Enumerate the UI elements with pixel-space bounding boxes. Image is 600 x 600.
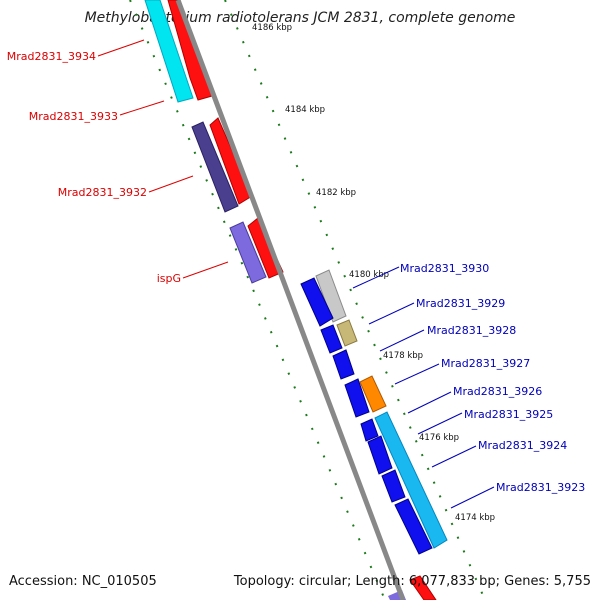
leader-line-3925: [417, 412, 463, 435]
gene-label-mrad2831-3928[interactable]: Mrad2831_3928: [427, 324, 516, 337]
kbp-label-4174: 4174 kbp: [455, 513, 495, 523]
leader-line-3928: [379, 329, 425, 352]
leader-line-3926: [407, 391, 452, 414]
gene-mrad2831-3930-blue[interactable]: [300, 277, 334, 327]
gene-mrad2831-3933[interactable]: [191, 121, 239, 213]
gene-mrad2831-3923-b[interactable]: [394, 498, 433, 555]
genome-info-text: Topology: circular; Length: 6,077,833 bp…: [233, 574, 591, 589]
leader-line-3927: [394, 363, 440, 385]
genome-backbone: [175, 0, 406, 600]
gene-mrad2831-3924-cyan[interactable]: [374, 411, 448, 549]
gene-label-ispg[interactable]: ispG: [157, 272, 181, 285]
gene-ispg-violet[interactable]: [229, 221, 267, 284]
gene-label-mrad2831-3929[interactable]: Mrad2831_3929: [416, 297, 505, 310]
leader-line-3932: [148, 175, 194, 193]
accession-text: Accession: NC_010505: [9, 574, 157, 589]
gene-label-mrad2831-3930[interactable]: Mrad2831_3930: [400, 262, 489, 275]
gene-mrad2831-3923-a[interactable]: [381, 469, 406, 503]
gene-label-mrad2831-3926[interactable]: Mrad2831_3926: [453, 385, 542, 398]
gene-mrad2831-3928[interactable]: [336, 319, 358, 347]
genome-title: Methylobacterium radiotolerans JCM 2831,…: [84, 10, 516, 26]
gene-label-mrad2831-3934[interactable]: Mrad2831_3934: [7, 50, 96, 63]
gene-bottom-red[interactable]: [409, 575, 437, 600]
gene-mrad2831-3926-orange[interactable]: [359, 375, 387, 413]
gene-label-mrad2831-3933[interactable]: Mrad2831_3933: [29, 110, 118, 123]
kbp-label-4180: 4180 kbp: [349, 270, 389, 280]
kbp-label-4186: 4186 kbp: [252, 23, 292, 33]
ruler-dotted-line-left: [129, 0, 386, 600]
gene-mrad2831-3927[interactable]: [332, 349, 355, 380]
kbp-label-4178: 4178 kbp: [383, 351, 423, 361]
gene-mrad2831-3929[interactable]: [320, 324, 343, 354]
kbp-label-4182: 4182 kbp: [316, 188, 356, 198]
gene-mrad2831-3934-cyan[interactable]: [144, 0, 194, 103]
gene-mrad2831-3925[interactable]: [360, 418, 379, 442]
gene-label-mrad2831-3925[interactable]: Mrad2831_3925: [464, 408, 553, 421]
gene-label-mrad2831-3932[interactable]: Mrad2831_3932: [58, 186, 147, 199]
leader-line-3929: [368, 302, 415, 325]
leader-line-3930: [352, 266, 400, 289]
kbp-label-4176: 4176 kbp: [419, 433, 459, 443]
leader-line-3924: [431, 445, 477, 468]
leader-line-ispg: [182, 261, 229, 279]
kbp-label-4184: 4184 kbp: [285, 105, 325, 115]
gene-label-mrad2831-3923[interactable]: Mrad2831_3923: [496, 481, 585, 494]
leader-line-3934: [97, 39, 145, 57]
leader-line-3933: [119, 100, 165, 116]
gene-label-mrad2831-3924[interactable]: Mrad2831_3924: [478, 439, 567, 452]
gene-mrad2831-3924-blue[interactable]: [367, 435, 393, 475]
leader-line-3923: [450, 486, 495, 509]
gene-label-mrad2831-3927[interactable]: Mrad2831_3927: [441, 357, 530, 370]
gene-mrad2831-3926-blue[interactable]: [344, 378, 370, 418]
